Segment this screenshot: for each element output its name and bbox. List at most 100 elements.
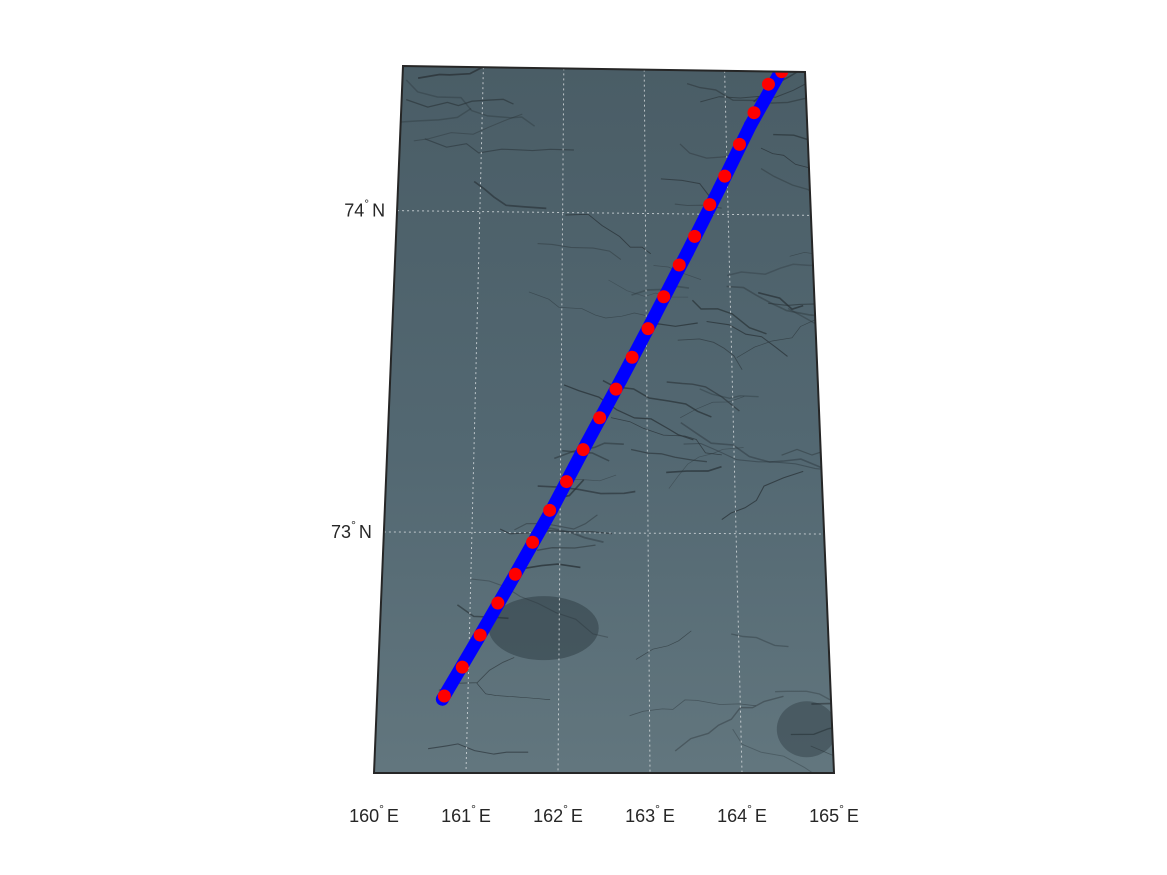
ice-crack bbox=[727, 261, 834, 277]
lon-tick-suffix: E bbox=[571, 806, 583, 826]
lat-tick-label: 73° N bbox=[331, 518, 372, 542]
track-point-red bbox=[688, 229, 702, 243]
degree-symbol: ° bbox=[351, 518, 356, 532]
track-point-red bbox=[526, 535, 540, 549]
lon-tick-value: 163 bbox=[625, 806, 655, 826]
track-point-blue bbox=[680, 245, 694, 259]
lon-tick-value: 165 bbox=[809, 806, 839, 826]
ice-crack bbox=[428, 743, 529, 755]
ice-crack bbox=[554, 442, 624, 460]
lat-tick-value: 73 bbox=[331, 522, 351, 542]
track-point-red bbox=[718, 169, 732, 183]
ice-crack bbox=[677, 338, 743, 370]
ice-crack bbox=[608, 279, 689, 298]
lon-tick-suffix: E bbox=[847, 806, 859, 826]
ice-crack bbox=[456, 604, 509, 620]
lon-tick-label: 163° E bbox=[625, 802, 675, 826]
ice-crack bbox=[476, 682, 551, 701]
ice-crack bbox=[668, 447, 744, 489]
track-point-red bbox=[543, 503, 557, 517]
ice-crack bbox=[683, 442, 834, 471]
track-point-red bbox=[508, 567, 522, 581]
ice-crack bbox=[731, 633, 789, 648]
track-point-red bbox=[703, 198, 717, 212]
lon-tick-label: 164° E bbox=[717, 802, 767, 826]
degree-symbol: ° bbox=[747, 802, 752, 816]
track-point-red bbox=[732, 137, 746, 151]
lon-tick-value: 162 bbox=[533, 806, 563, 826]
ice-crack bbox=[514, 514, 598, 531]
ice-crack bbox=[732, 728, 834, 773]
ice-crack bbox=[630, 448, 707, 463]
ice-crack bbox=[400, 107, 472, 123]
lat-tick-value: 74 bbox=[344, 201, 364, 221]
ice-crack bbox=[691, 299, 767, 335]
ice-crack bbox=[565, 213, 652, 255]
ice-crack bbox=[706, 320, 788, 357]
ice-crack bbox=[775, 690, 831, 701]
track-point-red bbox=[747, 106, 761, 120]
track-point-red bbox=[491, 596, 505, 610]
ice-crack bbox=[680, 396, 745, 419]
ice-crack bbox=[528, 291, 655, 319]
ice-crack bbox=[424, 138, 574, 154]
track-point-red bbox=[625, 350, 639, 364]
lon-tick-suffix: E bbox=[663, 806, 675, 826]
track-point-red bbox=[437, 689, 451, 703]
ice-crack bbox=[789, 250, 834, 260]
ice-crack bbox=[666, 381, 740, 412]
ice-floe-dark bbox=[776, 701, 834, 758]
ice-crack bbox=[522, 563, 581, 570]
ice-crack bbox=[686, 82, 816, 105]
map-panel bbox=[372, 64, 836, 774]
ice-floe-dark bbox=[488, 596, 599, 661]
track-point-red bbox=[593, 411, 607, 425]
degree-symbol: ° bbox=[364, 197, 369, 211]
ice-crack bbox=[413, 113, 523, 142]
track-point-red bbox=[576, 443, 590, 457]
parallel-line bbox=[383, 531, 825, 535]
ice-crack bbox=[660, 178, 710, 197]
track-point-blue bbox=[743, 118, 757, 132]
degree-symbol: ° bbox=[839, 802, 844, 816]
track-point-red bbox=[672, 258, 686, 272]
track-point-red bbox=[560, 475, 574, 489]
ice-crack bbox=[499, 528, 612, 535]
longitude-labels: 160° E 161° E 162° E 163° E 164° E 165° E bbox=[349, 802, 859, 826]
ice-crack bbox=[405, 98, 514, 108]
ice-crack bbox=[811, 701, 834, 714]
track-point-red bbox=[657, 290, 671, 304]
lon-tick-label: 165° E bbox=[809, 802, 859, 826]
ice-crack bbox=[537, 485, 636, 495]
track-point-blue bbox=[648, 309, 662, 323]
track-point-red bbox=[641, 322, 655, 336]
track-series-red bbox=[437, 66, 789, 703]
ice-crack bbox=[405, 79, 536, 127]
ice-crack bbox=[610, 417, 722, 456]
ice-crack bbox=[635, 630, 692, 660]
ice-crack bbox=[790, 723, 834, 736]
ice-crack bbox=[563, 384, 694, 441]
lon-tick-label: 160° E bbox=[349, 802, 399, 826]
degree-symbol: ° bbox=[379, 802, 384, 816]
parallel-line bbox=[397, 210, 811, 216]
ice-crack bbox=[536, 544, 596, 551]
lon-tick-value: 161 bbox=[441, 806, 471, 826]
lon-tick-suffix: E bbox=[387, 806, 399, 826]
ice-crack bbox=[537, 243, 622, 261]
degree-symbol: ° bbox=[471, 802, 476, 816]
ice-crack bbox=[726, 285, 831, 319]
ice-crack bbox=[470, 578, 609, 638]
track-point-red bbox=[609, 382, 623, 396]
lon-tick-value: 164 bbox=[717, 806, 747, 826]
meridian-line bbox=[643, 69, 651, 773]
track-point-red bbox=[473, 628, 487, 642]
lat-tick-label: 74° N bbox=[344, 197, 385, 221]
ice-crack bbox=[758, 291, 804, 311]
lon-tick-value: 160 bbox=[349, 806, 379, 826]
track-point-red bbox=[761, 77, 775, 91]
latitude-labels: 74° N 73° N bbox=[331, 197, 385, 542]
ice-crack bbox=[699, 388, 759, 400]
ice-crack bbox=[666, 465, 722, 474]
